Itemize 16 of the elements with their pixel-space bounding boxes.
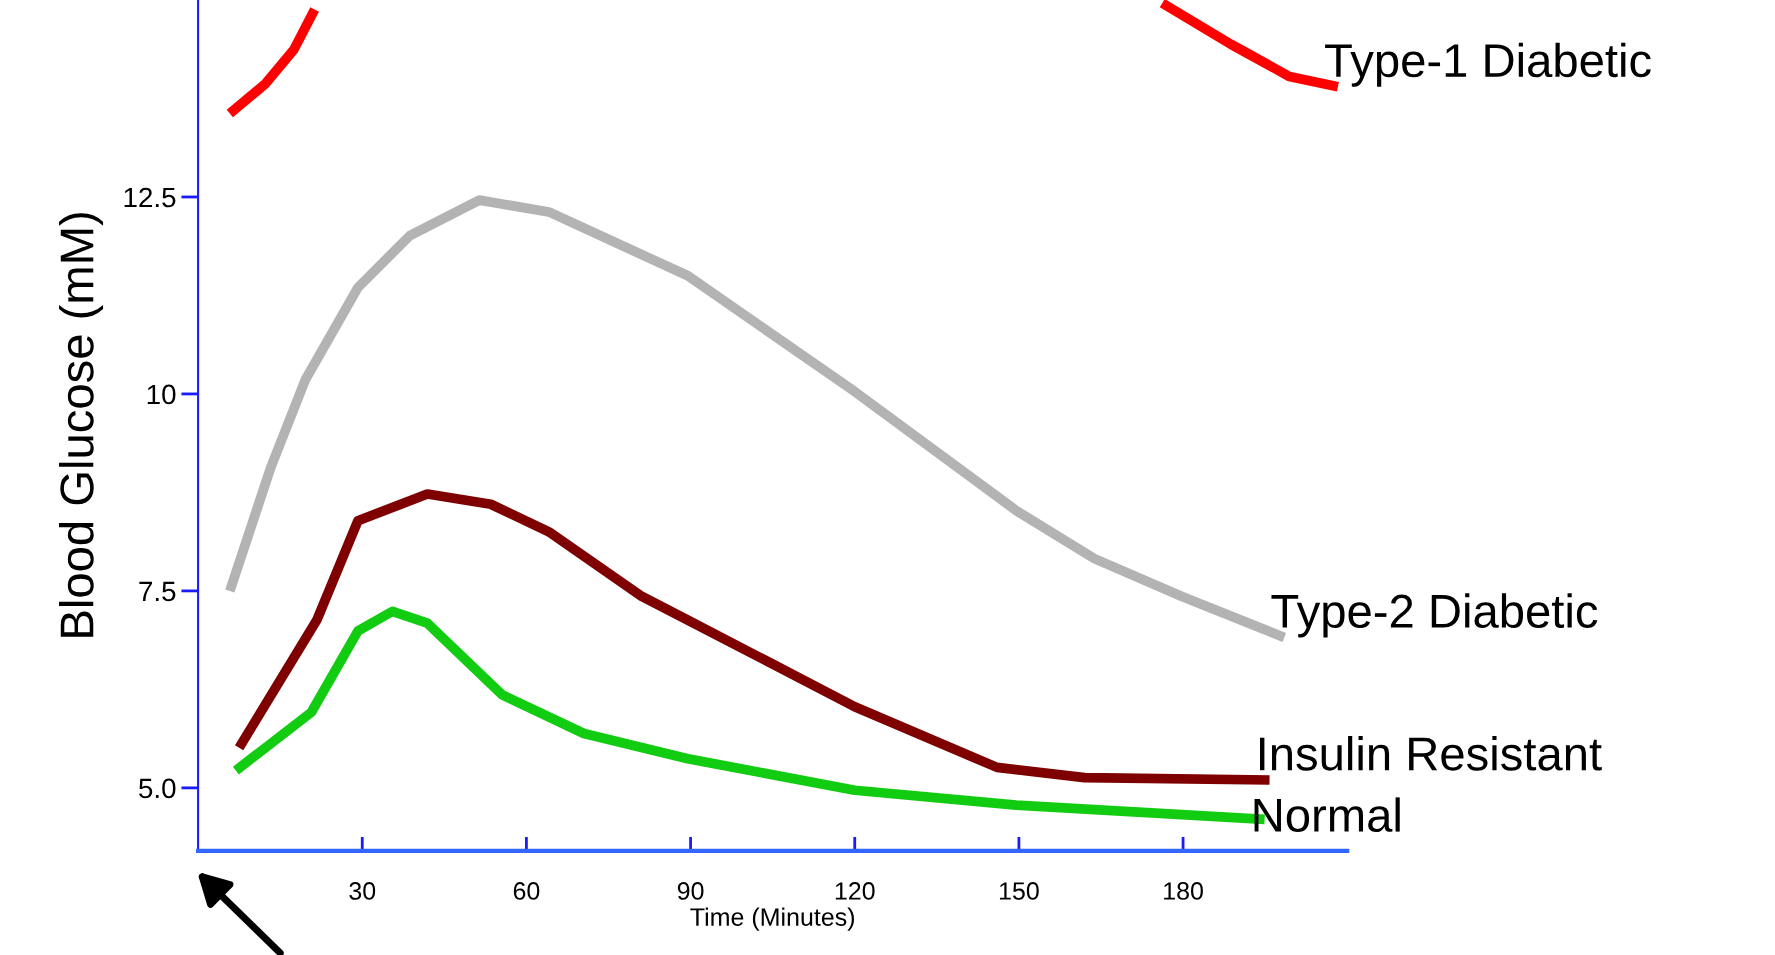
x-tick-label: 30 xyxy=(349,882,376,900)
x-tick-label: 60 xyxy=(513,882,540,900)
y-tick-label: 12.5 xyxy=(124,187,176,208)
x-tick-label: 90 xyxy=(677,882,704,900)
y-tick-label: 7.5 xyxy=(139,581,176,602)
x-tick-label: 180 xyxy=(1164,882,1203,900)
y-tick-label: 10 xyxy=(147,384,176,405)
x-axis-title: Time (Minutes) xyxy=(690,907,854,931)
y-axis-title: Blood Glucose (mM) xyxy=(59,213,104,637)
series-label: Type-1 Diabetic xyxy=(1325,42,1651,87)
series-label: Type-2 Diabetic xyxy=(1271,593,1598,638)
series-label: Insulin Resistant xyxy=(1259,735,1602,771)
x-tick-label: 120 xyxy=(835,882,875,900)
x-tick-label: 150 xyxy=(999,882,1039,900)
y-tick-label: 5.0 xyxy=(139,778,176,799)
series-label: Normal xyxy=(1254,797,1400,833)
